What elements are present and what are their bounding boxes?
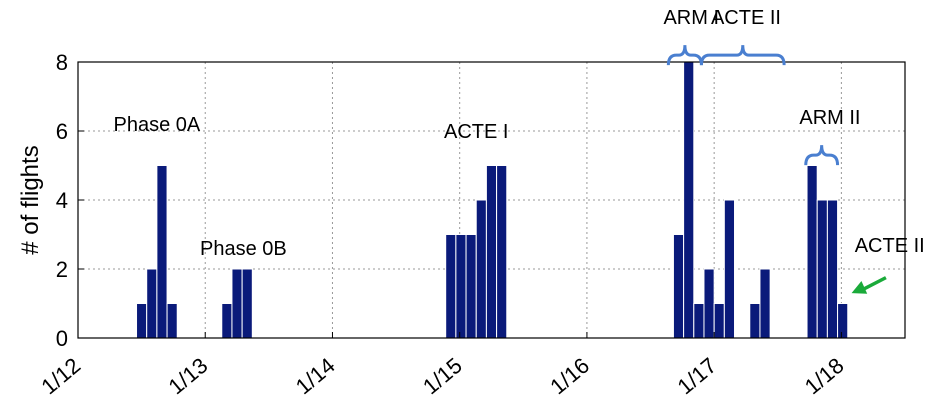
y-tick-label: 6 xyxy=(56,119,68,144)
y-tick-label: 2 xyxy=(56,257,68,282)
annotation-label: ARM II xyxy=(799,107,860,129)
bar xyxy=(485,165,498,339)
x-tick-label: 1/13 xyxy=(164,353,213,400)
annotation-label: ACTE II xyxy=(855,235,925,257)
bar xyxy=(136,303,148,339)
brackets xyxy=(666,45,887,294)
bar xyxy=(816,199,828,339)
bar xyxy=(826,199,839,339)
bar xyxy=(496,165,508,339)
x-tick-label: 1/14 xyxy=(291,353,340,400)
bar xyxy=(683,61,695,339)
bar xyxy=(156,165,168,339)
bar xyxy=(672,234,685,339)
x-tick-label: 1/18 xyxy=(800,353,849,400)
bar xyxy=(749,303,761,339)
bar xyxy=(759,268,771,339)
bar xyxy=(837,303,849,339)
bar xyxy=(465,234,477,339)
bar xyxy=(806,165,818,339)
bar xyxy=(703,268,715,339)
axes xyxy=(77,61,906,339)
bar xyxy=(231,268,243,339)
bar xyxy=(146,268,158,339)
x-tick-label: 1/12 xyxy=(36,353,85,400)
x-tick-label: 1/15 xyxy=(418,353,467,400)
bar xyxy=(693,303,705,339)
bar xyxy=(166,303,178,339)
bracket xyxy=(804,145,840,166)
bar xyxy=(713,303,725,339)
bar xyxy=(445,234,457,339)
y-tick-labels: 0 2 4 6 8 xyxy=(56,50,68,351)
y-tick-label: 8 xyxy=(56,50,68,75)
bar xyxy=(723,199,736,339)
annotation-label: ACTE II xyxy=(711,7,781,29)
arrow-head-icon xyxy=(851,281,868,294)
bracket xyxy=(699,45,786,66)
x-tick-label: 1/16 xyxy=(545,353,594,400)
y-tick-label: 0 xyxy=(56,326,68,351)
bracket xyxy=(666,45,703,66)
annotation-label: ACTE I xyxy=(444,121,508,143)
annotation-label: Phase 0A xyxy=(114,114,201,136)
y-tick-label: 4 xyxy=(56,188,68,213)
y-axis-label: # of flights xyxy=(17,145,44,254)
bar xyxy=(241,268,253,339)
annotation-label: ARM I xyxy=(663,7,719,29)
bar xyxy=(221,303,233,339)
bar xyxy=(455,234,467,339)
bar xyxy=(475,199,487,339)
annotation-label: Phase 0B xyxy=(200,238,287,260)
x-tick-labels: 1/12 1/13 1/14 1/15 1/16 1/17 1/18 xyxy=(36,353,848,400)
x-tick-label: 1/17 xyxy=(672,353,721,400)
